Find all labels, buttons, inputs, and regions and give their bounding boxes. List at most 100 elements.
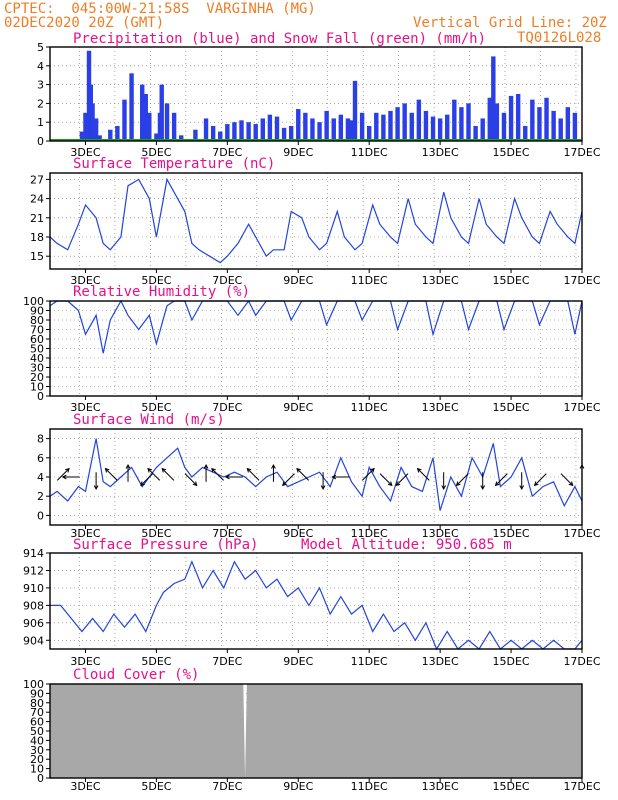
wind-arrow-head: [494, 481, 500, 487]
precip-bar: [90, 103, 95, 141]
wind-ytick-label: 8: [37, 433, 44, 446]
wind-arrow-head: [568, 481, 574, 487]
precip-ytick-label: 0: [37, 135, 44, 148]
cloud-ytick-label: 80: [30, 697, 44, 710]
pres-ytick-label: 904: [23, 634, 44, 647]
wind-arrow: [534, 473, 547, 486]
pres-ytick-label: 908: [23, 599, 44, 612]
precip-bar: [260, 118, 265, 141]
precip-bar: [253, 124, 258, 141]
temp-ytick-label: 21: [30, 212, 44, 225]
wind-arrow: [246, 468, 260, 481]
precip-panel: Precipitation (blue) and Snow Fall (gree…: [37, 31, 601, 159]
cloud-title: Cloud Cover (%): [73, 667, 199, 683]
precip-xtick-label: 9DEC: [283, 146, 313, 159]
temp-xtick-label: 15DEC: [493, 274, 530, 287]
precip-bar: [416, 99, 422, 141]
precip-ytick-label: 3: [37, 79, 44, 92]
rh-xtick-label: 17DEC: [563, 401, 600, 414]
wind-arrow-head: [93, 485, 99, 491]
cloud-ytick-label: 20: [30, 753, 44, 766]
temp-xtick-label: 11DEC: [351, 274, 388, 287]
precip-frame: [49, 46, 583, 142]
pres-ytick-label: 912: [23, 564, 44, 577]
wind-arrow-head: [519, 485, 525, 491]
wind-arrow-head: [211, 467, 216, 473]
temp-ytick-label: 18: [30, 231, 44, 244]
precip-bar: [79, 131, 85, 141]
cloud-ytick-label: 100: [23, 678, 44, 691]
precip-bar: [530, 99, 535, 141]
wind-arrow-head: [282, 481, 287, 487]
precip-bar: [164, 103, 170, 141]
pres-xtick-label: 15DEC: [493, 655, 530, 668]
precip-bar: [225, 124, 230, 141]
temp-xtick-label: 17DEC: [563, 274, 600, 287]
pres-panel: Surface Pressure (hPa) Model Altitude: 95…: [23, 537, 601, 668]
precip-bar: [159, 84, 164, 141]
wind-arrow: [282, 473, 295, 486]
precip-bar: [423, 110, 429, 141]
precip-bar: [281, 127, 287, 141]
rh-ytick-label: 90: [30, 305, 44, 318]
precip-xtick-label: 15DEC: [493, 146, 530, 159]
rh-series-line: [49, 299, 583, 354]
precip-xtick-label: 7DEC: [212, 146, 242, 159]
rh-ytick-label: 40: [30, 352, 44, 365]
precip-bar: [459, 107, 464, 141]
wind-arrow-head: [147, 467, 152, 473]
wind-arrow-head: [271, 463, 276, 469]
header-station: CPTEC: 045:00W-21:58S VARGINHA (MG): [4, 1, 316, 17]
precip-bar: [288, 125, 294, 141]
cloud-xtick-label: 11DEC: [351, 780, 388, 793]
precip-xtick-label: 3DEC: [70, 146, 100, 159]
cloud-ytick-label: 0: [37, 772, 44, 785]
wind-arrow: [417, 468, 430, 481]
precip-bar: [210, 125, 216, 141]
rh-ytick-label: 60: [30, 333, 44, 346]
precip-bar: [395, 107, 400, 141]
wind-arrow: [456, 473, 469, 486]
cloud-ytick-label: 90: [30, 687, 44, 700]
temp-panel: Surface Temperature (nC) 15 18 21 24 27 3DEC 5D…: [30, 156, 601, 287]
precip-bar: [122, 99, 127, 141]
rh-xtick-label: 13DEC: [422, 401, 459, 414]
wind-xtick-label: 3DEC: [70, 527, 100, 540]
precip-xtick-label: 13DEC: [422, 146, 459, 159]
precip-xtick-label: 17DEC: [563, 146, 600, 159]
wind-arrow: [161, 468, 175, 481]
precip-bar: [232, 122, 237, 141]
precip-ytick-label: 4: [37, 60, 44, 73]
wind-xtick-label: 7DEC: [212, 527, 242, 540]
wind-ytick-label: 4: [37, 471, 44, 484]
cloud-ytick-label: 40: [30, 734, 44, 747]
wind-ytick-label: 0: [37, 509, 44, 522]
wind-xtick-label: 13DEC: [422, 527, 459, 540]
precip-bar: [193, 129, 198, 141]
precip-ytick-label: 1: [37, 116, 44, 129]
rh-ytick-label: 50: [30, 343, 44, 356]
rh-xtick-label: 9DEC: [283, 401, 313, 414]
cloud-xtick-label: 9DEC: [283, 780, 313, 793]
precip-bar: [140, 84, 145, 141]
pres-xtick-label: 13DEC: [422, 655, 459, 668]
precip-bar: [551, 110, 556, 141]
precip-bar: [147, 112, 152, 141]
cloud-xtick-label: 15DEC: [493, 780, 530, 793]
cloud-ytick-label: 60: [30, 716, 44, 729]
rh-xtick-label: 3DEC: [70, 401, 100, 414]
wind-panel: Surface Wind (m/s) 0 2 4 6 8 3DEC 5DEC 7DEC 9DEC 1…: [37, 412, 601, 540]
precip-bar: [93, 118, 99, 141]
pres-xtick-label: 3DEC: [70, 655, 100, 668]
precip-bar: [374, 112, 379, 141]
wind-arrow-head: [331, 474, 337, 480]
precip-bar: [452, 99, 457, 141]
precip-bar: [352, 80, 358, 141]
precip-bar: [129, 73, 134, 141]
rh-title: Relative Humidity (%): [73, 284, 250, 300]
wind-arrow: [361, 468, 375, 481]
precip-bar: [239, 120, 244, 141]
rh-xtick-label: 7DEC: [212, 401, 242, 414]
temp-title: Surface Temperature (nC): [73, 156, 275, 172]
rh-ytick-label: 80: [30, 314, 44, 327]
